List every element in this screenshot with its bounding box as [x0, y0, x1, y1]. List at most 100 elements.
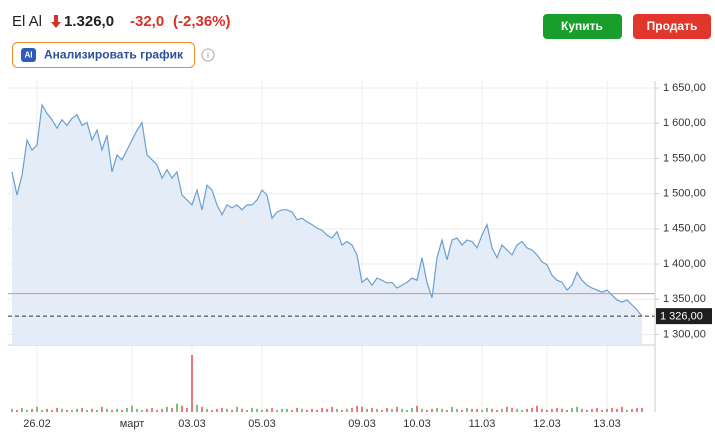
volume-bar: [161, 408, 163, 412]
volume-bar: [156, 409, 158, 412]
y-tick-label: 1 400,00: [663, 258, 706, 270]
volume-bar: [76, 408, 78, 412]
info-icon[interactable]: [201, 48, 215, 62]
volume-bar: [461, 409, 463, 412]
volume-bar: [56, 407, 58, 412]
volume-bar: [566, 409, 568, 412]
volume-bar: [211, 409, 213, 412]
ai-icon-text: AI: [25, 51, 33, 60]
volume-bar: [251, 407, 253, 412]
volume-bar: [366, 408, 368, 412]
volume-bar: [526, 408, 528, 412]
volume-bar: [276, 409, 278, 412]
volume-bar: [621, 406, 623, 412]
volume-bar: [106, 408, 108, 412]
volume-bar: [556, 407, 558, 412]
volume-bar: [446, 409, 448, 412]
volume-bar: [241, 408, 243, 412]
sell-label: Продать: [647, 19, 698, 33]
y-tick-label: 1 300,00: [663, 328, 706, 340]
volume-bar: [466, 407, 468, 412]
volume-bar: [641, 407, 643, 412]
volume-bar: [256, 408, 258, 412]
volume-bar: [231, 409, 233, 412]
volume-bar: [176, 403, 178, 412]
volume-bar: [551, 408, 553, 412]
volume-bar: [441, 408, 443, 412]
y-tick-label: 1 550,00: [663, 152, 706, 164]
volume-bar: [126, 407, 128, 412]
volume-bar: [261, 409, 263, 412]
info-icon-text: i: [207, 50, 209, 60]
volume-bar: [496, 409, 498, 412]
volume-bar: [511, 407, 513, 412]
volume-bar: [316, 409, 318, 412]
volume-bar: [376, 408, 378, 412]
volume-bar: [71, 409, 73, 412]
volume-bar: [91, 408, 93, 412]
volume-bar: [631, 408, 633, 412]
volume-bar: [121, 409, 123, 412]
volume-bar: [81, 407, 83, 412]
x-tick-label: 12.03: [533, 418, 561, 430]
volume-bar: [296, 407, 298, 412]
x-tick-label: 09.03: [348, 418, 376, 430]
volume-bar: [416, 405, 418, 412]
volume-bar: [626, 409, 628, 412]
ai-button-label: Анализировать график: [44, 48, 184, 62]
volume-bar: [246, 409, 248, 412]
ai-button[interactable]: [12, 42, 195, 68]
volume-bar: [146, 408, 148, 412]
y-tick-label: 1 600,00: [663, 117, 706, 129]
volume-bar: [426, 409, 428, 412]
volume-bar: [601, 409, 603, 412]
volume-bar: [281, 408, 283, 412]
volume-bar: [301, 408, 303, 412]
volume-bar: [206, 408, 208, 412]
volume-bar: [346, 408, 348, 412]
volume-bar: [221, 407, 223, 412]
volume-bar: [151, 407, 153, 412]
volume-bar: [451, 406, 453, 412]
down-arrow: [51, 15, 61, 28]
last-price-label: 1 326,00: [660, 311, 703, 323]
price-area: [12, 104, 642, 345]
volume-bar: [596, 407, 598, 412]
volume-bar: [351, 407, 353, 412]
volume-bar: [61, 408, 63, 412]
x-tick-label: март: [120, 418, 145, 430]
volume-bar: [196, 404, 198, 412]
volume-bar: [331, 406, 333, 412]
volume-bar: [406, 409, 408, 412]
volume-bar: [391, 408, 393, 412]
volume-bar: [101, 406, 103, 412]
volume-bar: [576, 406, 578, 412]
volume-bar: [186, 407, 188, 412]
volume-bar: [321, 407, 323, 412]
volume-bar: [541, 408, 543, 412]
volume-bar: [311, 408, 313, 412]
volume-bar: [571, 407, 573, 412]
y-tick-label: 1 450,00: [663, 223, 706, 235]
volume-bar: [506, 406, 508, 412]
volume-bar: [46, 408, 48, 412]
volume-bar: [411, 407, 413, 412]
volume-bar: [131, 405, 133, 412]
volume-bar: [326, 408, 328, 412]
volume-bar: [516, 408, 518, 412]
volume-bar: [611, 407, 613, 412]
sell-button[interactable]: [633, 14, 711, 39]
volume-bar: [26, 409, 28, 412]
volume-bar: [491, 408, 493, 412]
volume-bar: [336, 408, 338, 412]
volume-bar: [11, 408, 13, 412]
volume-bar: [371, 407, 373, 412]
x-tick-label: 11.03: [469, 418, 496, 430]
volume-bar: [111, 409, 113, 412]
buy-label: Купить: [561, 19, 603, 33]
volume-bar: [396, 406, 398, 412]
buy-button[interactable]: [543, 14, 622, 39]
volume-bar: [381, 409, 383, 412]
y-tick-label: 1 500,00: [663, 188, 706, 200]
